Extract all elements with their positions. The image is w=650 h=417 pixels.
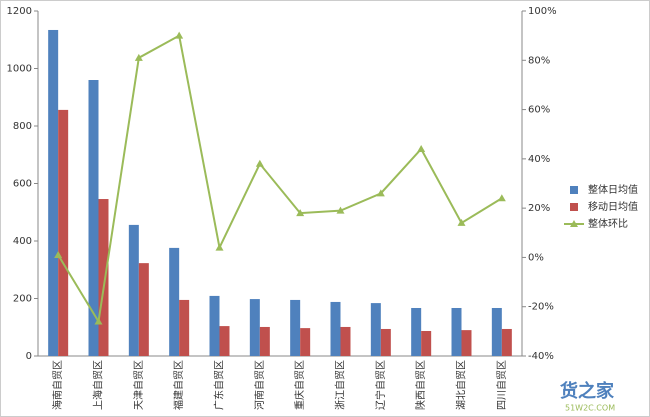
- y-tick-label: 600: [13, 179, 32, 190]
- x-tick-label: 湖北自贸区: [455, 360, 468, 410]
- bar: [138, 263, 149, 356]
- bar: [340, 326, 351, 356]
- marker: [457, 218, 466, 226]
- marker: [336, 206, 345, 214]
- bar: [290, 299, 301, 356]
- bar: [88, 80, 99, 356]
- bar: [259, 326, 270, 356]
- y2-tick-label: -40%: [528, 351, 554, 362]
- bar: [421, 330, 432, 356]
- bar: [451, 307, 462, 356]
- bar: [249, 299, 260, 356]
- y2-tick-label: 60%: [528, 105, 550, 116]
- x-tick-label: 陕西自贸区: [414, 360, 427, 410]
- legend-swatch: [570, 203, 578, 211]
- bar: [58, 109, 69, 357]
- watermark: 51W2C.COM: [565, 404, 615, 413]
- y-tick-label: 800: [13, 121, 32, 132]
- bar: [98, 199, 109, 356]
- y-tick-label: 1200: [7, 6, 32, 17]
- y2-tick-label: -20%: [528, 302, 554, 313]
- y2-tick-label: 80%: [528, 55, 550, 66]
- x-tick-label: 福建自贸区: [172, 360, 185, 410]
- watermark: 货之家: [560, 380, 615, 402]
- x-tick-label: 辽宁自贸区: [374, 360, 387, 410]
- x-tick-label: 广东自贸区: [213, 360, 226, 410]
- bar: [491, 307, 502, 356]
- legend-label: 移动日均值: [588, 200, 638, 213]
- marker: [497, 194, 506, 202]
- y2-tick-label: 0%: [528, 252, 544, 263]
- legend-label: 整体环比: [588, 217, 628, 230]
- x-tick-label: 重庆自贸区: [293, 360, 306, 410]
- x-tick-label: 上海自贸区: [92, 360, 105, 410]
- bar: [219, 326, 230, 356]
- bar: [300, 328, 311, 356]
- legend-swatch: [570, 186, 578, 194]
- x-tick-label: 河南自贸区: [253, 360, 266, 410]
- y2-tick-label: 100%: [528, 6, 557, 17]
- legend-label: 整体日均值: [588, 183, 638, 196]
- y-tick-label: 200: [13, 294, 32, 305]
- marker: [417, 145, 426, 152]
- y2-tick-label: 20%: [528, 203, 550, 214]
- y2-tick-label: 40%: [528, 154, 550, 165]
- y-tick-label: 1000: [7, 64, 32, 75]
- bar: [380, 328, 391, 356]
- bar: [411, 307, 422, 356]
- x-tick-label: 天津自贸区: [132, 360, 145, 410]
- y-tick-label: 0: [26, 351, 32, 362]
- marker: [54, 250, 63, 258]
- marker: [296, 209, 305, 217]
- y-tick-label: 400: [13, 236, 32, 247]
- x-tick-label: 四川自贸区: [495, 360, 508, 410]
- bar: [48, 29, 59, 356]
- x-tick-label: 浙江自贸区: [334, 360, 347, 410]
- bar: [128, 224, 139, 356]
- bar: [501, 328, 512, 356]
- line: [57, 34, 503, 325]
- bar: [179, 299, 190, 356]
- legend-swatch: [570, 220, 578, 227]
- x-tick-label: 海南自贸区: [51, 360, 64, 410]
- marker: [215, 243, 224, 251]
- marker: [255, 159, 264, 167]
- bar: [370, 303, 381, 356]
- marker: [175, 31, 184, 39]
- bar: [330, 301, 341, 356]
- bar: [461, 330, 472, 356]
- bar: [169, 247, 180, 356]
- marker: [94, 317, 103, 325]
- marker: [376, 189, 385, 197]
- marker: [134, 53, 143, 61]
- bar: [209, 295, 220, 356]
